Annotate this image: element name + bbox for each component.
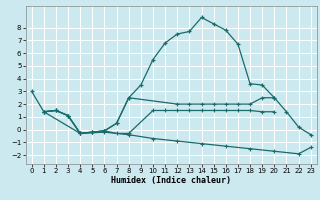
X-axis label: Humidex (Indice chaleur): Humidex (Indice chaleur) bbox=[111, 176, 231, 185]
